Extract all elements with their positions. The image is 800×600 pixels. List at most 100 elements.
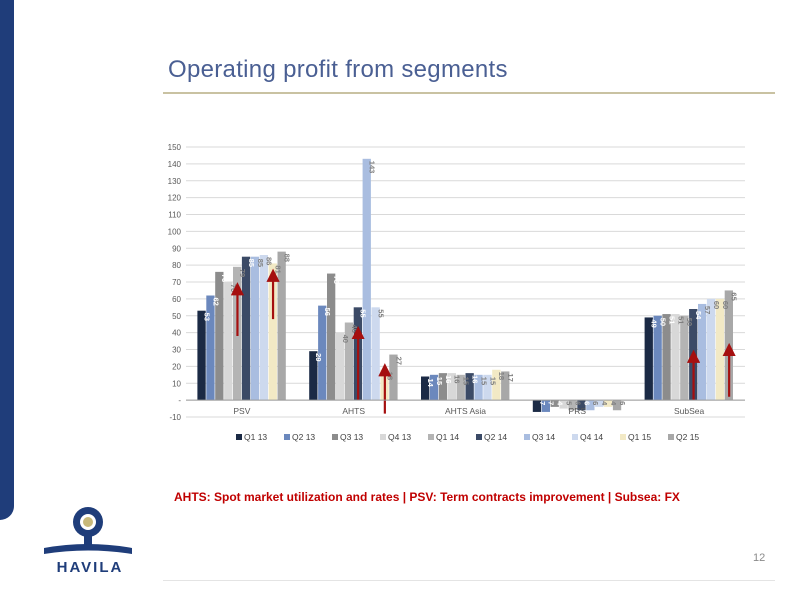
bar — [568, 400, 577, 411]
data-label: 18 — [497, 372, 506, 380]
y-tick-label: - — [178, 396, 181, 405]
data-label: 85 — [247, 259, 256, 267]
y-tick-label: 150 — [168, 143, 182, 152]
legend-swatch — [380, 434, 386, 440]
bar — [447, 373, 456, 401]
legend-swatch — [524, 434, 530, 440]
bar — [215, 271, 224, 401]
bar — [501, 371, 510, 401]
bar — [456, 374, 465, 401]
data-label: 40 — [341, 335, 350, 343]
y-tick-label: 140 — [168, 160, 182, 169]
legend-label: Q3 14 — [532, 432, 555, 442]
legend-swatch — [332, 434, 338, 440]
legend-swatch — [428, 434, 434, 440]
y-tick-label: 40 — [172, 329, 181, 338]
bar — [559, 400, 568, 409]
bar — [577, 400, 586, 411]
data-label: 6 — [618, 401, 627, 405]
legend-swatch — [572, 434, 578, 440]
y-tick-label: 60 — [172, 295, 181, 304]
footer-divider — [163, 580, 775, 581]
title-divider — [163, 92, 775, 94]
bar — [438, 373, 448, 401]
data-label: 18 — [385, 372, 394, 380]
data-label: 4 — [609, 401, 618, 406]
bar — [698, 303, 707, 401]
legend-swatch — [236, 434, 242, 440]
legend-swatch — [476, 434, 482, 440]
data-label: 51 — [667, 316, 676, 324]
data-label: 29 — [314, 353, 323, 361]
bar — [492, 369, 501, 401]
data-label: 60 — [712, 301, 721, 309]
data-label: 81 — [274, 265, 283, 273]
bar — [429, 374, 439, 401]
data-label: 62 — [211, 298, 220, 306]
bar — [389, 354, 398, 401]
bar — [327, 273, 336, 401]
bar — [465, 373, 474, 401]
chart-caption: AHTS: Spot market utilization and rates … — [174, 490, 680, 504]
data-label: 55 — [359, 309, 368, 317]
legend-label: Q2 13 — [292, 432, 315, 442]
legend-label: Q2 15 — [676, 432, 699, 442]
data-label: 46 — [350, 325, 359, 333]
data-label: 85 — [256, 259, 265, 267]
y-tick-label: 110 — [168, 211, 181, 220]
data-label: 16 — [470, 375, 479, 383]
data-label: 60 — [721, 301, 730, 309]
data-label: 55 — [376, 309, 385, 317]
bar — [595, 400, 604, 407]
category-label: AHTS — [342, 406, 365, 416]
data-label: 7 — [547, 401, 556, 405]
left-accent-bar — [0, 0, 14, 520]
legend-label: Q1 13 — [244, 432, 267, 442]
bar — [224, 282, 233, 401]
data-label: 7 — [538, 401, 547, 405]
data-label: 54 — [694, 311, 703, 320]
logo-wordmark: HAVILA — [56, 559, 124, 576]
bar — [241, 256, 251, 401]
data-label: 15 — [462, 377, 471, 385]
bar — [671, 314, 680, 401]
bar — [250, 256, 260, 401]
data-label: 6 — [573, 401, 582, 405]
bar — [309, 351, 318, 401]
legend-swatch — [284, 434, 290, 440]
y-tick-label: -10 — [169, 413, 181, 422]
bar — [277, 251, 286, 401]
y-tick-label: 50 — [172, 312, 181, 321]
data-label: 16 — [444, 375, 453, 383]
y-tick-label: 120 — [168, 194, 182, 203]
category-label: SubSea — [674, 406, 705, 416]
data-label: 50 — [658, 318, 667, 326]
y-tick-label: 70 — [172, 278, 181, 287]
havila-logo-icon — [44, 507, 132, 554]
data-label: 4 — [600, 401, 609, 406]
legend-label: Q4 14 — [580, 432, 603, 442]
bar — [662, 314, 671, 401]
bar — [362, 158, 371, 401]
y-tick-label: 90 — [172, 244, 181, 253]
data-label: 75 — [332, 276, 341, 284]
data-label: 5 — [564, 401, 573, 405]
bar — [318, 305, 327, 401]
y-tick-label: 100 — [168, 227, 182, 236]
y-tick-label: 20 — [172, 362, 181, 371]
data-label: 16 — [453, 375, 462, 383]
category-label: PSV — [233, 406, 250, 416]
bar — [483, 374, 492, 401]
bar — [612, 400, 622, 411]
bar — [532, 400, 542, 412]
category-label: AHTS Asia — [445, 406, 486, 416]
data-label: 79 — [238, 269, 247, 277]
data-label: 57 — [703, 306, 712, 314]
y-tick-label: 30 — [172, 346, 181, 355]
data-label: 6 — [591, 401, 600, 405]
data-label: 6 — [582, 401, 591, 405]
bar — [474, 374, 483, 401]
legend-label: Q3 13 — [340, 432, 363, 442]
bar — [644, 317, 653, 401]
y-tick-label: 80 — [172, 261, 181, 270]
